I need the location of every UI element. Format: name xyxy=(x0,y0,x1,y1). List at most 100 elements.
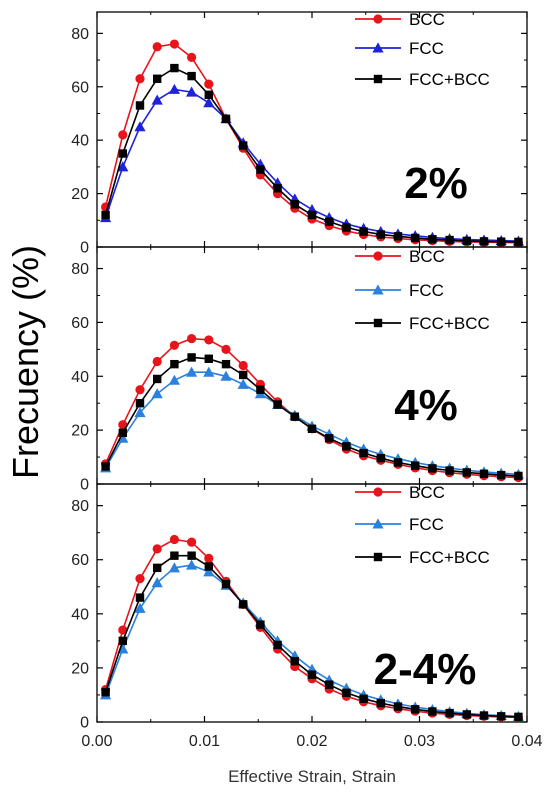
data-point xyxy=(445,708,454,718)
data-point xyxy=(186,86,198,97)
series-bcc xyxy=(101,333,524,483)
data-point xyxy=(117,432,129,443)
data-point xyxy=(479,469,489,478)
data-point xyxy=(497,712,506,721)
data-point xyxy=(135,385,145,395)
data-point xyxy=(497,470,506,480)
data-point xyxy=(256,620,265,629)
data-point xyxy=(393,232,403,241)
data-point xyxy=(134,602,146,613)
legend-label: FCC+BCC xyxy=(409,548,490,567)
data-point xyxy=(359,227,368,236)
data-point xyxy=(187,52,197,62)
data-point xyxy=(187,71,196,81)
y-tick-label: 60 xyxy=(71,552,89,569)
data-point xyxy=(479,711,489,720)
x-tick-label: 0.01 xyxy=(189,733,220,750)
legend-marker xyxy=(373,552,383,562)
legend: BCC FCC FCC+BCC xyxy=(355,10,490,89)
series-fcc-bcc xyxy=(101,63,523,247)
data-point xyxy=(411,705,420,714)
legend-label: BCC xyxy=(409,483,445,502)
data-point xyxy=(118,149,127,158)
data-point xyxy=(187,353,196,362)
y-tick-label: 20 xyxy=(71,660,89,677)
panel-3: 0 20 40 60 80 0.00 0.01 0.02 0.03 0.04 BCC FCC FCC+B… xyxy=(71,483,542,750)
data-point xyxy=(342,688,351,697)
series-fcc xyxy=(100,366,524,479)
y-tick-label: 0 xyxy=(80,715,89,732)
data-point xyxy=(203,366,215,377)
data-point xyxy=(118,625,128,635)
data-point xyxy=(221,114,231,124)
data-point xyxy=(237,378,249,389)
legend-marker xyxy=(373,74,383,84)
legend-marker xyxy=(372,42,384,53)
data-point xyxy=(169,340,179,350)
data-point xyxy=(359,448,368,458)
data-point xyxy=(187,333,197,344)
data-point xyxy=(153,374,162,384)
data-point xyxy=(256,165,265,174)
data-point xyxy=(204,553,214,563)
data-point xyxy=(376,453,385,463)
data-point xyxy=(135,399,145,408)
data-point xyxy=(393,458,403,467)
y-axis-label: Frecuency (%) xyxy=(5,245,46,479)
data-point xyxy=(376,698,385,708)
data-point xyxy=(152,42,162,52)
y-tick-label: 40 xyxy=(71,133,89,150)
data-point xyxy=(101,210,110,220)
panel-1: 0 20 40 60 80 BCC FCC FCC+BCC 2% xyxy=(71,10,528,257)
y-tick-label: 60 xyxy=(71,79,89,96)
data-point xyxy=(151,577,163,588)
data-point xyxy=(428,707,437,716)
data-point xyxy=(170,359,179,369)
legend: BCC FCC FCC+BCC xyxy=(355,247,490,333)
data-point xyxy=(169,39,179,49)
legend-label: FCC xyxy=(409,39,444,58)
data-point xyxy=(393,702,403,711)
legend-label: FCC xyxy=(409,281,444,300)
data-point xyxy=(273,400,282,409)
data-point xyxy=(135,574,145,584)
data-point xyxy=(135,101,145,110)
data-point xyxy=(168,562,180,573)
data-point xyxy=(204,562,213,571)
legend-marker xyxy=(373,487,383,497)
data-point xyxy=(325,217,334,226)
data-point xyxy=(151,388,163,399)
series-fcc xyxy=(100,559,524,721)
data-point xyxy=(203,566,215,577)
data-point xyxy=(462,468,471,477)
data-point xyxy=(239,600,248,609)
y-tick-label: 20 xyxy=(71,423,89,440)
y-tick-label: 80 xyxy=(71,498,89,515)
data-point xyxy=(169,534,179,545)
data-point xyxy=(204,354,213,363)
data-point xyxy=(273,640,282,650)
data-point xyxy=(514,712,523,722)
data-point xyxy=(118,636,127,646)
data-point xyxy=(342,442,351,451)
data-point xyxy=(479,237,489,246)
y-tick-label: 0 xyxy=(80,240,89,257)
legend-label: FCC xyxy=(409,515,444,534)
data-point xyxy=(342,223,351,232)
data-point xyxy=(204,335,214,345)
data-point xyxy=(514,471,523,481)
legend-marker xyxy=(373,14,383,24)
data-point xyxy=(117,161,129,172)
legend-marker xyxy=(373,318,383,328)
y-tick-label: 80 xyxy=(71,261,89,278)
data-point xyxy=(497,237,506,246)
data-point xyxy=(445,466,454,475)
legend-marker xyxy=(373,251,383,261)
legend-marker xyxy=(372,518,384,529)
legend-label: FCC+BCC xyxy=(409,314,490,333)
data-point xyxy=(118,428,127,438)
data-point xyxy=(187,537,197,547)
y-tick-label: 60 xyxy=(71,315,89,332)
panel-annotation: 4% xyxy=(394,381,458,430)
data-point xyxy=(152,356,162,367)
